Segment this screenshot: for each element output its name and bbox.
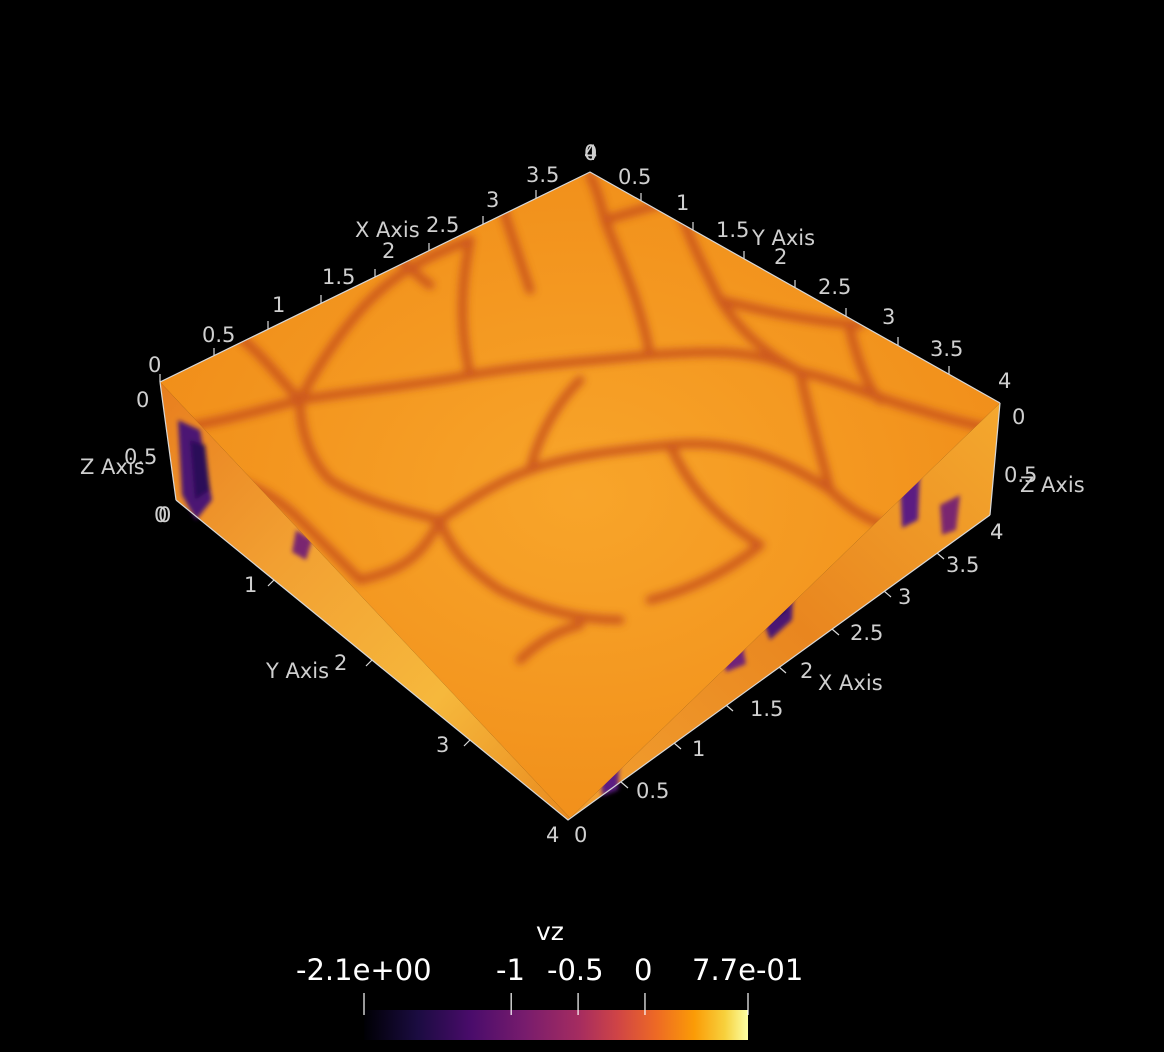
tick-label: 0 xyxy=(158,503,171,527)
tick-label: 1 xyxy=(244,573,257,597)
tick-label: 0.5 xyxy=(618,165,651,189)
tick-label: 3 xyxy=(486,188,499,212)
axis-title: Y Axis xyxy=(751,226,815,250)
tick-label: 0 xyxy=(1012,405,1025,429)
colorbar-ticks xyxy=(363,993,749,1015)
tick-label: 0.5 xyxy=(1004,463,1037,487)
tick-label: 0 xyxy=(574,823,587,847)
tick-label: 3 xyxy=(898,585,911,609)
axis-title: Z Axis xyxy=(1020,473,1085,497)
tick-label: 0 xyxy=(148,353,161,377)
axis-title: X Axis xyxy=(818,671,883,695)
colorbar-tick-label: 0 xyxy=(634,953,652,987)
tick-label: 4 xyxy=(998,369,1011,393)
axis-title: Y Axis xyxy=(265,659,329,683)
axis-y-bottom: 0 1 2 3 4 Y Axis xyxy=(158,503,559,847)
axis-x-bottom: 0 0.5 1 1.5 2 2.5 3 3.5 4 X Axis xyxy=(574,520,1003,847)
colorbar-tick-label: -1 xyxy=(496,953,525,987)
axis-x-top: 0 0.5 1 1.5 2 2.5 3 3.5 4 X Axis xyxy=(148,141,597,377)
tick-label: 2.5 xyxy=(850,621,883,645)
tick-label: 0.5 xyxy=(636,779,669,803)
colorbar-tick-label: -0.5 xyxy=(547,953,604,987)
tick-label: 3.5 xyxy=(930,337,963,361)
tick-label: 3.5 xyxy=(526,163,559,187)
tick-label: 2 xyxy=(774,245,787,269)
tick-label: 2 xyxy=(800,659,813,683)
tick-label: 3 xyxy=(882,305,895,329)
axis-z-left: 0 0.5 0 Z Axis xyxy=(80,388,167,527)
tick-label: 4 xyxy=(990,520,1003,544)
colorbar-max-label: 7.7e-01 xyxy=(692,953,803,987)
tick-label: 2.5 xyxy=(426,213,459,237)
tick-label: 2 xyxy=(382,239,395,263)
axis-title: X Axis xyxy=(355,218,420,242)
tick-label: 4 xyxy=(546,823,559,847)
tick-label: 1 xyxy=(692,737,705,761)
tick-label: 1.5 xyxy=(322,265,355,289)
axis-z-right: 0 0.5 4 Z Axis xyxy=(990,405,1085,544)
tick-label: 3.5 xyxy=(946,553,979,577)
tick-label: 0.5 xyxy=(124,445,157,469)
box-left-face xyxy=(160,382,570,820)
tick-label: 1 xyxy=(676,191,689,215)
colorbar: vz -2.1e+00 -1 -0.5 0 7.7e-01 xyxy=(296,917,803,1040)
tick-label: 2 xyxy=(334,651,347,675)
tick-label: 0 xyxy=(136,388,149,412)
tick-label: 2.5 xyxy=(818,275,851,299)
tick-label: 1 xyxy=(272,293,285,317)
box-top-face xyxy=(160,172,1000,818)
tick-label: 0 xyxy=(584,141,597,165)
axis-title: Z Axis xyxy=(80,455,145,479)
tick-label: 1.5 xyxy=(750,697,783,721)
tick-label: 0 xyxy=(154,503,167,527)
tick-label: 1.5 xyxy=(716,218,749,242)
tick-label: 4 xyxy=(990,520,1003,544)
box-outline xyxy=(159,171,1001,821)
tick-label: 4 xyxy=(584,141,597,165)
colorbar-gradient xyxy=(364,1010,748,1040)
tick-label: 0.5 xyxy=(202,323,235,347)
axis-tick-marks xyxy=(159,190,950,789)
colorbar-title: vz xyxy=(536,917,564,946)
axis-y-top: 0 0.5 1 1.5 2 2.5 3 3.5 4 Y Axis xyxy=(584,141,1011,393)
tick-label: 3 xyxy=(436,733,449,757)
colorbar-min-label: -2.1e+00 xyxy=(296,953,432,987)
